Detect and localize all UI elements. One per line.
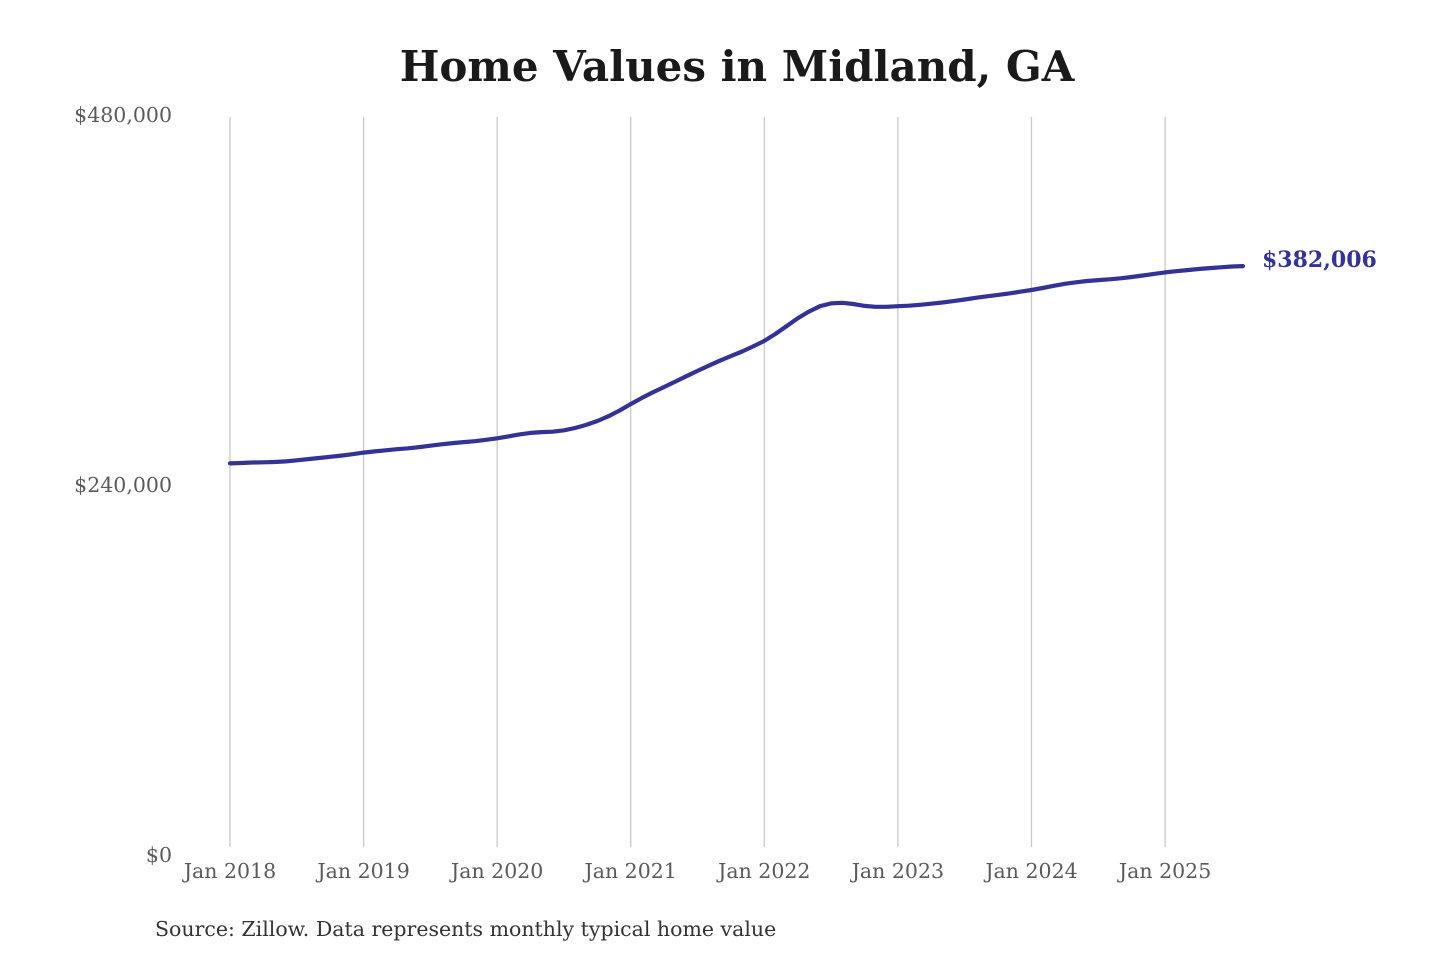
x-tick-label: Jan 2025 [1117, 859, 1211, 883]
y-tick-label: $480,000 [74, 103, 172, 127]
x-tick-label: Jan 2021 [583, 859, 677, 883]
chart-title: Home Values in Midland, GA [399, 42, 1075, 91]
x-tick-label: Jan 2022 [716, 859, 810, 883]
y-tick-label: $240,000 [74, 473, 172, 497]
home-value-line-series [227, 264, 1246, 466]
x-tick-label: Jan 2020 [449, 859, 543, 883]
x-tick-label: Jan 2023 [850, 859, 944, 883]
x-tick-label: Jan 2024 [983, 859, 1077, 883]
x-tick-label: Jan 2019 [315, 859, 409, 883]
y-tick-label: $0 [146, 843, 172, 867]
source-note: Source: Zillow. Data represents monthly … [155, 917, 777, 941]
end-value-label: $382,006 [1262, 247, 1377, 273]
x-tick-label: Jan 2018 [182, 859, 276, 883]
